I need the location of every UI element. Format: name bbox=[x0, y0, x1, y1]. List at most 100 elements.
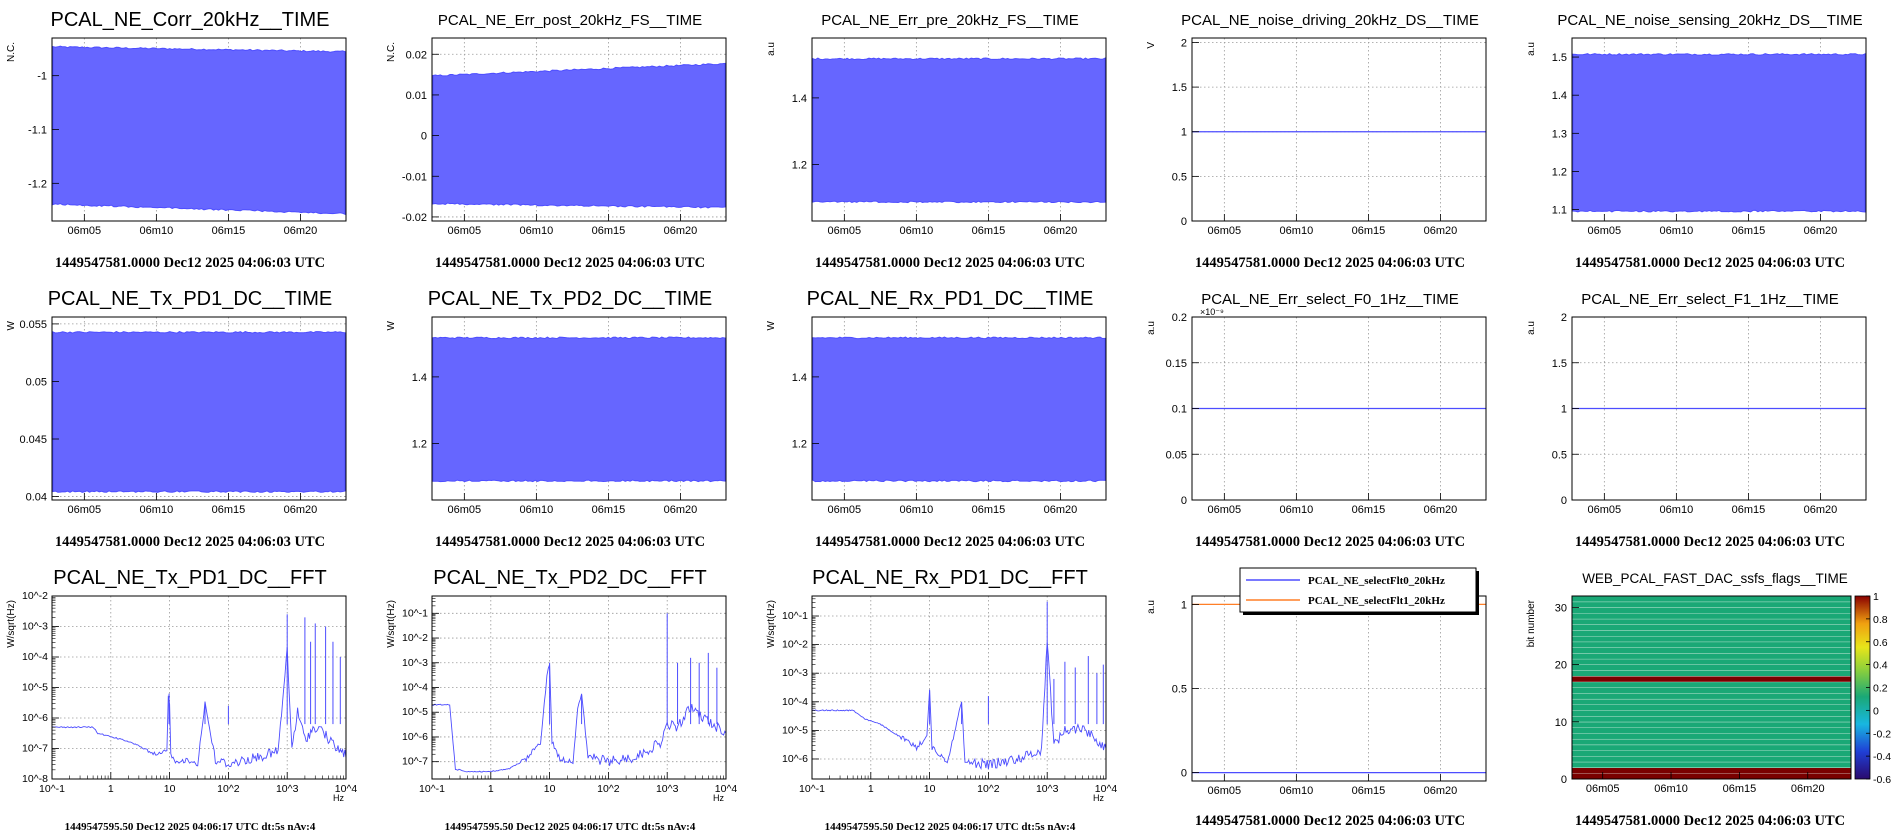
chart-panel-15: WEB_PCAL_FAST_DAC_ssfs_flags__TIME bit nu… bbox=[1520, 558, 1900, 837]
y-axis-label: a.u bbox=[1146, 321, 1157, 335]
x-tick-label: 06m10 bbox=[1660, 504, 1694, 516]
y-axis-label: W/sqrt(Hz) bbox=[6, 600, 17, 648]
y-tick-label: -0.02 bbox=[402, 212, 427, 224]
y-tick-label: 1 bbox=[1181, 127, 1187, 139]
x-tick-label: 06m05 bbox=[1588, 225, 1622, 237]
series-band bbox=[812, 336, 1106, 483]
y-tick-label: 1.2 bbox=[792, 159, 807, 171]
heatmap-row bbox=[1572, 761, 1851, 768]
x-tick-label: 06m05 bbox=[1208, 785, 1242, 797]
y-tick-label: 1.2 bbox=[1552, 166, 1567, 178]
y-tick-label: 1 bbox=[1561, 404, 1567, 416]
chart-svg: PCAL_NE_Tx_PD1_DC__FFT W/sqrt(Hz) 10^-2 10^… bbox=[6, 567, 357, 833]
chart-title: PCAL_NE_Err_select_F0_1Hz__TIME bbox=[1201, 291, 1459, 308]
x-tick-label: 06m15 bbox=[1732, 504, 1766, 516]
y-tick-label: -1.2 bbox=[28, 178, 47, 190]
heatmap-row bbox=[1572, 647, 1851, 654]
heatmap-row bbox=[1572, 624, 1851, 631]
chart-title: PCAL_NE_Rx_PD1_DC__FFT bbox=[812, 567, 1088, 589]
x-tick-label: 10^4 bbox=[715, 783, 738, 795]
y-tick-label: 10^-2 bbox=[782, 639, 808, 651]
y-axis-label: a.u bbox=[1526, 321, 1537, 335]
heatmap-row bbox=[1572, 756, 1851, 762]
x-tick-label: 10^2 bbox=[977, 783, 1000, 795]
x-tick-label: 06m20 bbox=[664, 504, 698, 516]
series-band bbox=[1572, 53, 1866, 213]
y-tick-label: 2 bbox=[1561, 312, 1567, 324]
y-tick-label: 0.2 bbox=[1172, 312, 1187, 324]
heatmap-row bbox=[1572, 738, 1851, 745]
plot-frame bbox=[1571, 37, 1867, 222]
heatmap-row bbox=[1572, 733, 1851, 739]
x-tick-label: 10^3 bbox=[276, 783, 299, 795]
x-tick-label: 06m15 bbox=[1352, 785, 1386, 797]
plot-frame bbox=[1191, 37, 1487, 222]
chart-title: PCAL_NE_Err_pre_20kHz_FS__TIME bbox=[821, 12, 1079, 29]
y-tick-label: 0 bbox=[1181, 768, 1187, 780]
y-axis-label: V bbox=[1146, 42, 1157, 49]
series-band-area bbox=[432, 336, 726, 483]
y-exponent-label: ×10⁻⁹ bbox=[1200, 307, 1224, 317]
heatmap-row bbox=[1572, 664, 1851, 671]
chart-panel-12: PCAL_NE_Tx_PD2_DC__FFT W/sqrt(Hz) 10^-1 10^… bbox=[380, 558, 760, 837]
x-tick-label: 06m15 bbox=[972, 504, 1006, 516]
heatmap-row bbox=[1572, 744, 1851, 751]
chart-title: PCAL_NE_Tx_PD1_DC__FFT bbox=[53, 567, 326, 589]
chart-svg: PCAL_NE_Err_pre_20kHz_FS__TIME a.u 1.4 1.2 0… bbox=[766, 12, 1107, 271]
y-tick-label: 10^-3 bbox=[402, 657, 428, 669]
x-tick-label: 06m20 bbox=[1424, 785, 1458, 797]
plot-frame bbox=[51, 316, 347, 501]
y-tick-label: 0.01 bbox=[406, 90, 427, 102]
y-tick-label: -0.01 bbox=[402, 171, 427, 183]
y-axis-label: N.C. bbox=[386, 42, 397, 62]
colorbar-tick-label: -0.4 bbox=[1873, 751, 1891, 763]
x-tick-label: 06m20 bbox=[1804, 225, 1838, 237]
y-tick-label: 10^-1 bbox=[402, 607, 428, 619]
y-axis-label: W bbox=[766, 320, 777, 330]
chart-panel-9: PCAL_NE_Err_select_F0_1Hz__TIME a.u 0.2 0.1… bbox=[1140, 279, 1520, 558]
y-axis-label: bit number bbox=[1526, 599, 1537, 647]
x-unit-label: Hz bbox=[333, 793, 344, 803]
series-band-area bbox=[432, 62, 726, 209]
y-tick-label: -1 bbox=[37, 71, 47, 83]
x-tick-label: 10^3 bbox=[656, 783, 679, 795]
x-tick-label: 06m05 bbox=[1208, 504, 1242, 516]
heatmap-row bbox=[1572, 721, 1851, 728]
x-tick-label: 06m10 bbox=[1280, 504, 1314, 516]
x-tick-label: 06m20 bbox=[1044, 504, 1078, 516]
x-tick-label: 10^2 bbox=[217, 783, 240, 795]
chart-panel-6: PCAL_NE_Tx_PD1_DC__TIME W 0.055 0.05 0.045 0.… bbox=[0, 279, 380, 558]
y-axis-label: N.C. bbox=[6, 42, 17, 62]
series-band bbox=[52, 331, 346, 493]
chart-svg: PCAL_NE_Tx_PD1_DC__TIME W 0.055 0.05 0.045 0.… bbox=[6, 288, 347, 550]
timestamp-label: 1449547581.0000 Dec12 2025 04:06:03 UTC bbox=[1575, 534, 1845, 550]
chart-title: PCAL_NE_noise_driving_20kHz_DS__TIME bbox=[1181, 12, 1479, 29]
x-tick-label: 06m20 bbox=[1044, 225, 1078, 237]
y-tick-label: 0 bbox=[421, 131, 427, 143]
y-tick-label: 1.5 bbox=[1552, 52, 1567, 64]
chart-panel-11: PCAL_NE_Tx_PD1_DC__FFT W/sqrt(Hz) 10^-2 10^… bbox=[0, 558, 380, 837]
timestamp-label: 1449547581.0000 Dec12 2025 04:06:03 UTC bbox=[55, 534, 325, 550]
x-tick-label: 06m15 bbox=[212, 225, 246, 237]
chart-panel-5: PCAL_NE_noise_sensing_20kHz_DS__TIME a.u 1… bbox=[1520, 0, 1900, 279]
x-tick-label: 06m15 bbox=[212, 504, 246, 516]
legend-box bbox=[1239, 567, 1477, 613]
colorbar-tick-label: -0.6 bbox=[1873, 774, 1891, 786]
series-band-area bbox=[1572, 53, 1866, 213]
chart-title: PCAL_NE_Tx_PD1_DC__TIME bbox=[48, 288, 333, 310]
heatmap-row bbox=[1572, 670, 1851, 677]
x-tick-label: 06m05 bbox=[68, 225, 102, 237]
x-tick-label: 1 bbox=[868, 783, 874, 795]
x-tick-label: 06m15 bbox=[1723, 783, 1757, 795]
chart-panel-8: PCAL_NE_Rx_PD1_DC__TIME W 1.4 1.2 06m05 06m10… bbox=[760, 279, 1140, 558]
heatmap-row bbox=[1572, 773, 1851, 779]
chart-panel-7: PCAL_NE_Tx_PD2_DC__TIME W 1.4 1.2 06m05 06m10… bbox=[380, 279, 760, 558]
heatmap-row bbox=[1572, 704, 1851, 711]
heatmap-row bbox=[1572, 693, 1851, 699]
y-tick-label: 20 bbox=[1555, 660, 1567, 672]
chart-svg: PCAL_NE_Tx_PD2_DC__TIME W 1.4 1.2 06m05 06m10… bbox=[386, 288, 727, 550]
y-tick-label: 10^-7 bbox=[402, 756, 428, 768]
colorbar-tick-label: 0.6 bbox=[1873, 637, 1888, 649]
y-tick-label: 0 bbox=[1181, 216, 1187, 228]
chart-svg: PCAL_NE_noise_driving_20kHz_DS__TIME V 2 1.… bbox=[1146, 12, 1487, 271]
